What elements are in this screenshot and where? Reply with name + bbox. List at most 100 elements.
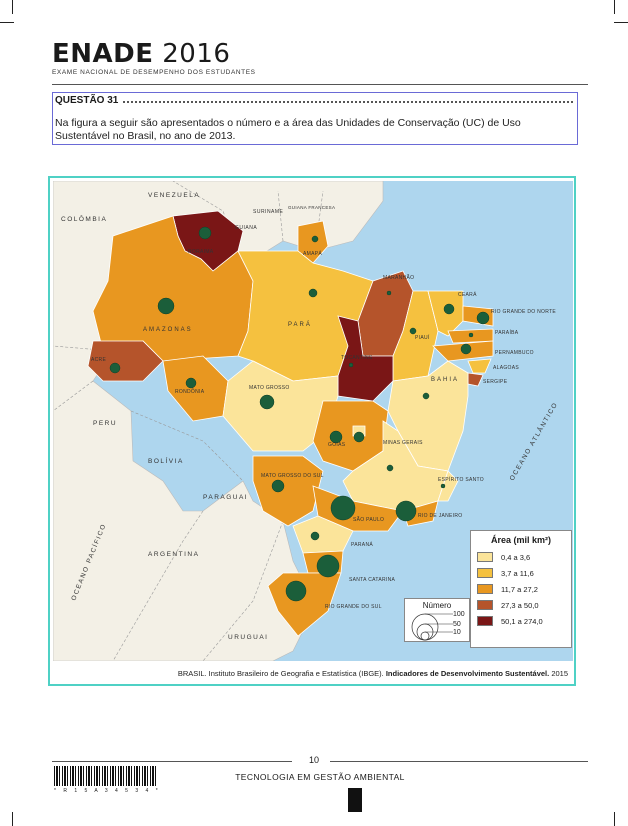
state-alagoas bbox=[467, 358, 492, 374]
label-paraguai: PARAGUAI bbox=[203, 494, 248, 501]
label-state-amapa: AMAPÁ bbox=[303, 250, 322, 257]
legend-label: 11,7 a 27,2 bbox=[501, 584, 538, 594]
label-state-parana: PARANÁ bbox=[351, 541, 373, 548]
neighbor-borders bbox=[53, 181, 324, 661]
label-state-para: PARÁ bbox=[288, 321, 312, 328]
uc-circle-amapa bbox=[311, 235, 319, 243]
state-tocantins bbox=[337, 315, 394, 402]
question-title: QUESTÃO 31 bbox=[55, 95, 119, 106]
legend-label: 27,3 a 50,0 bbox=[501, 600, 539, 610]
legend-label: 50,1 a 274,0 bbox=[501, 616, 543, 626]
uc-circle-df bbox=[353, 431, 365, 443]
number-legend: Número 100 50 10 bbox=[404, 598, 470, 642]
number-legend-10: 10 bbox=[453, 629, 461, 636]
number-legend-circles bbox=[411, 613, 453, 641]
legend-row: 50,1 a 274,0 bbox=[477, 613, 565, 629]
label-state-amazonas: AMAZONAS bbox=[143, 327, 193, 333]
brand-subtitle: EXAME NACIONAL DE DESEMPENHO DOS ESTUDAN… bbox=[52, 69, 256, 76]
uc-circle-minas-gerais bbox=[386, 464, 394, 472]
barcode-text: * R 1 5 A 3 4 5 3 4 * bbox=[54, 788, 161, 794]
area-legend-title: Área (mil km²) bbox=[490, 535, 552, 545]
label-uruguai: URUGUAI bbox=[228, 634, 268, 641]
legend-swatch bbox=[477, 584, 493, 594]
label-bolivia: BOLÍVIA bbox=[148, 456, 184, 465]
uc-circle-rio-de-janeiro bbox=[395, 500, 417, 522]
label-state-paraiba: PARAÍBA bbox=[495, 329, 519, 336]
label-state-espirito-santo: ESPÍRITO SANTO bbox=[438, 476, 484, 483]
state-acre bbox=[87, 340, 164, 382]
label-peru: PERU bbox=[93, 420, 117, 427]
uc-circle-para bbox=[308, 288, 318, 298]
uc-circle-mato-grosso bbox=[259, 394, 275, 410]
registration-mark bbox=[348, 788, 362, 812]
page-number: 10 bbox=[308, 755, 319, 765]
uc-circle-maranhao bbox=[386, 290, 392, 296]
question-box: QUESTÃO 31 Na figura a seguir são aprese… bbox=[52, 92, 578, 145]
caption-source: BRASIL. Instituto Brasileiro de Geografi… bbox=[177, 669, 384, 678]
state-parana bbox=[292, 515, 354, 554]
uc-circle-goias bbox=[329, 430, 343, 444]
state-amapa bbox=[297, 220, 329, 264]
legend-row: 11,7 a 27,2 bbox=[477, 581, 565, 597]
area-legend: Área (mil km²) 0,4 a 3,6 3,7 a 11,6 11,7… bbox=[470, 530, 572, 648]
legend-label: 0,4 a 3,6 bbox=[501, 552, 531, 562]
legend-swatch bbox=[477, 616, 493, 626]
crop-mark bbox=[12, 0, 13, 14]
label-state-acre: ACRE bbox=[91, 357, 106, 363]
label-state-minas-gerais: MINAS GERAIS bbox=[383, 440, 423, 446]
uc-circle-rn bbox=[476, 311, 490, 325]
brand-year: 2016 bbox=[162, 39, 231, 69]
footer-divider bbox=[330, 761, 588, 762]
question-title-dots bbox=[123, 101, 573, 103]
page-header: ENADE 2016 EXAME NACIONAL DE DESEMPENHO … bbox=[52, 40, 592, 76]
uc-circle-mato-grosso-do-sul bbox=[271, 479, 285, 493]
number-legend-50: 50 bbox=[453, 621, 461, 628]
state-ceara bbox=[427, 290, 464, 337]
label-state-rn: RIO GRANDE DO NORTE bbox=[491, 309, 556, 315]
state-mato-grosso-do-sul bbox=[252, 455, 324, 527]
caption-year: 2015 bbox=[551, 669, 568, 678]
label-state-rio-grande-do-sul: RIO GRANDE DO SUL bbox=[325, 604, 382, 610]
uc-circle-ceara bbox=[443, 303, 455, 315]
label-colombia: COLÔMBIA bbox=[61, 214, 107, 223]
legend-row: 0,4 a 3,6 bbox=[477, 549, 565, 565]
crop-mark bbox=[614, 0, 615, 14]
caption-title: Indicadores de Desenvolvimento Sustentáv… bbox=[385, 669, 550, 678]
uc-circle-rio-grande-do-sul bbox=[285, 580, 307, 602]
brand-title: ENADE 2016 bbox=[52, 40, 592, 68]
label-guiana: GUIANA bbox=[235, 225, 257, 231]
uc-circle-tocantins bbox=[348, 362, 354, 368]
label-state-bahia: BAHIA bbox=[431, 377, 459, 383]
legend-swatch bbox=[477, 600, 493, 610]
label-state-pernambuco: PERNAMBUCO bbox=[495, 350, 534, 356]
label-venezuela: VENEZUELA bbox=[148, 192, 200, 199]
label-suriname: SURINAME bbox=[253, 209, 284, 215]
legend-label: 3,7 a 11,6 bbox=[501, 568, 534, 578]
uc-circle-santa-catarina bbox=[316, 554, 340, 578]
crop-mark bbox=[12, 812, 13, 826]
uc-circle-parana bbox=[310, 531, 320, 541]
uc-circle-piaui bbox=[409, 327, 417, 335]
uc-circle-rondonia bbox=[185, 377, 197, 389]
legend-swatch bbox=[477, 568, 493, 578]
brand-name: ENADE bbox=[52, 39, 154, 69]
uc-circle-roraima bbox=[198, 226, 212, 240]
label-state-alagoas: ALAGOAS bbox=[493, 365, 519, 371]
barcode bbox=[54, 766, 158, 786]
legend-swatch bbox=[477, 552, 493, 562]
question-text: Na figura a seguir são apresentados o nú… bbox=[55, 117, 521, 142]
label-state-ceara: CEARÁ bbox=[458, 291, 477, 298]
number-legend-title: Número bbox=[422, 601, 452, 610]
label-state-piaui: PIAUÍ bbox=[415, 334, 430, 341]
state-bahia bbox=[387, 360, 469, 472]
number-legend-100: 100 bbox=[453, 611, 465, 618]
uc-circle-sao-paulo bbox=[330, 495, 356, 521]
uc-circle-acre bbox=[109, 362, 121, 374]
label-state-goias: GOIÁS bbox=[328, 441, 346, 448]
course-name: TECNOLOGIA EM GESTÃO AMBIENTAL bbox=[235, 772, 405, 782]
uc-circle-amazonas bbox=[157, 297, 175, 315]
label-state-mato-grosso: MATO GROSSO bbox=[249, 385, 290, 391]
label-state-sao-paulo: SÃO PAULO bbox=[353, 516, 384, 523]
label-state-mato-grosso-do-sul: MATO GROSSO DO SUL bbox=[261, 473, 324, 479]
footer-divider bbox=[52, 761, 292, 762]
